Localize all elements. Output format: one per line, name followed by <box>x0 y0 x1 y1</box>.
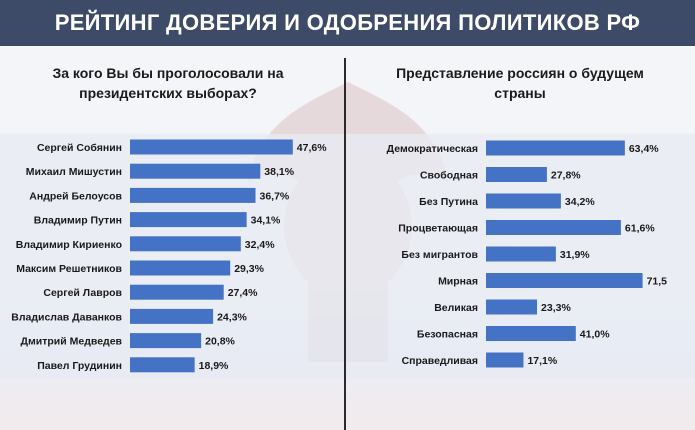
bar <box>130 357 195 373</box>
panel-divider <box>344 58 346 430</box>
bar <box>130 212 247 228</box>
value-label: 27,8% <box>551 170 581 182</box>
category-label: Свободная <box>420 170 478 182</box>
bar <box>130 163 261 179</box>
category-label: Владимир Кириенко <box>16 239 122 251</box>
value-label: 61,6% <box>625 223 655 235</box>
bar <box>130 284 224 300</box>
category-label: Процветающая <box>398 223 478 235</box>
bar <box>130 236 241 252</box>
bar <box>486 326 576 341</box>
page-title: РЕЙТИНГ ДОВЕРИЯ И ОДОБРЕНИЯ ПОЛИТИКОВ РФ <box>54 10 641 35</box>
value-label: 29,3% <box>234 263 264 275</box>
bar <box>486 273 643 288</box>
category-label: Максим Решетников <box>16 263 122 275</box>
category-label: Без мигрантов <box>401 249 478 261</box>
bar <box>130 260 231 276</box>
value-label: 47,6% <box>297 142 327 154</box>
category-label: Павел Грудинин <box>37 360 122 372</box>
bar <box>130 139 293 155</box>
value-label: 32,4% <box>245 239 275 251</box>
value-label: 38,1% <box>264 166 294 178</box>
bar <box>486 246 556 262</box>
value-label: 27,4% <box>228 287 258 299</box>
category-label: Дмитрий Медведев <box>21 336 123 348</box>
bar <box>486 193 561 209</box>
category-label: Сергей Лавров <box>43 287 122 299</box>
category-label: Без Путина <box>419 196 478 208</box>
bar <box>486 299 538 315</box>
category-label: Мирная <box>438 276 478 288</box>
value-label: 20,8% <box>205 336 235 348</box>
category-label: Сергей Собянин <box>37 142 122 154</box>
value-label: 63,4% <box>629 143 659 155</box>
category-label: Демократическая <box>387 143 478 155</box>
bar <box>486 352 524 368</box>
category-label: Андрей Белоусов <box>29 190 122 202</box>
category-label: Справедливая <box>402 355 478 367</box>
category-label: Михаил Мишустин <box>26 166 122 178</box>
bar <box>486 140 625 156</box>
bar <box>130 333 202 349</box>
value-label: 18,9% <box>199 360 229 372</box>
value-label: 41,0% <box>580 329 610 341</box>
category-label: Владимир Путин <box>34 215 122 227</box>
category-label: Великая <box>434 302 478 314</box>
value-label: 31,9% <box>560 249 590 261</box>
right-chart-title: Представление россиян о будущем страны <box>396 65 644 101</box>
bar <box>130 187 256 203</box>
value-label: 24,3% <box>217 311 247 323</box>
value-label: 71,5 <box>647 276 668 288</box>
header-banner: РЕЙТИНГ ДОВЕРИЯ И ОДОБРЕНИЯ ПОЛИТИКОВ РФ <box>0 0 695 46</box>
left-chart-title: За кого Вы бы проголосовали на президент… <box>52 65 284 101</box>
value-label: 34,2% <box>565 196 595 208</box>
bar <box>486 220 621 235</box>
bar <box>486 167 547 182</box>
bar <box>130 308 214 324</box>
value-label: 17,1% <box>527 355 557 367</box>
value-label: 36,7% <box>260 190 290 202</box>
category-label: Владислав Даванков <box>11 311 122 323</box>
value-label: 34,1% <box>251 215 281 227</box>
category-label: Безопасная <box>417 329 478 341</box>
value-label: 23,3% <box>541 302 571 314</box>
